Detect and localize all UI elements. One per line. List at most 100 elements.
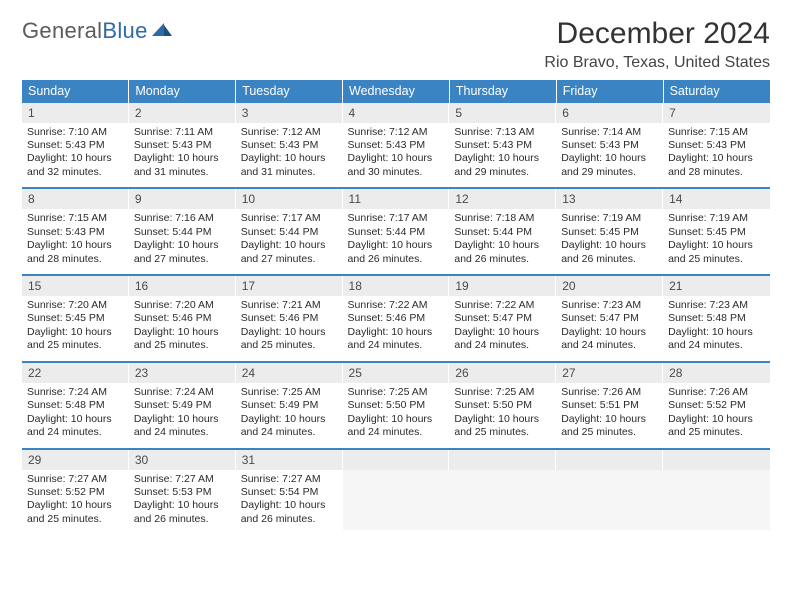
day-daylight1: Daylight: 10 hours	[134, 499, 231, 512]
day-body	[556, 470, 663, 530]
day-daylight1: Daylight: 10 hours	[454, 413, 551, 426]
brand-sail-icon	[151, 22, 173, 40]
calendar-header: SundayMondayTuesdayWednesdayThursdayFrid…	[22, 80, 770, 103]
day-daylight1: Daylight: 10 hours	[27, 499, 124, 512]
day-sunset: Sunset: 5:52 PM	[27, 486, 124, 499]
day-number: 30	[129, 450, 236, 470]
day-number: 12	[449, 189, 556, 209]
day-body	[663, 470, 770, 530]
day-number: 17	[236, 276, 343, 296]
day-number: 3	[236, 103, 343, 123]
day-body: Sunrise: 7:16 AMSunset: 5:44 PMDaylight:…	[129, 209, 236, 274]
day-daylight2: and 24 minutes.	[561, 339, 658, 352]
calendar-cell-empty	[449, 449, 556, 535]
calendar-cell: 12Sunrise: 7:18 AMSunset: 5:44 PMDayligh…	[449, 188, 556, 275]
day-sunrise: Sunrise: 7:21 AM	[241, 299, 338, 312]
day-number: 25	[343, 363, 450, 383]
day-sunrise: Sunrise: 7:15 AM	[27, 212, 124, 225]
calendar-week-row: 1Sunrise: 7:10 AMSunset: 5:43 PMDaylight…	[22, 103, 770, 189]
calendar-cell: 14Sunrise: 7:19 AMSunset: 5:45 PMDayligh…	[663, 188, 770, 275]
day-sunrise: Sunrise: 7:25 AM	[241, 386, 338, 399]
day-number: 15	[22, 276, 129, 296]
day-sunset: Sunset: 5:46 PM	[348, 312, 445, 325]
calendar-cell-empty	[343, 449, 450, 535]
header-row: GeneralBlue December 2024 Rio Bravo, Tex…	[22, 18, 770, 72]
day-daylight1: Daylight: 10 hours	[27, 326, 124, 339]
day-sunset: Sunset: 5:43 PM	[27, 139, 124, 152]
day-sunrise: Sunrise: 7:19 AM	[561, 212, 658, 225]
day-daylight1: Daylight: 10 hours	[561, 152, 658, 165]
day-number: 4	[343, 103, 450, 123]
day-daylight1: Daylight: 10 hours	[134, 326, 231, 339]
day-body: Sunrise: 7:14 AMSunset: 5:43 PMDaylight:…	[556, 123, 663, 188]
day-number: 27	[556, 363, 663, 383]
day-daylight2: and 25 minutes.	[561, 426, 658, 439]
day-body: Sunrise: 7:15 AMSunset: 5:43 PMDaylight:…	[22, 209, 129, 274]
calendar-cell: 5Sunrise: 7:13 AMSunset: 5:43 PMDaylight…	[449, 103, 556, 189]
day-sunrise: Sunrise: 7:26 AM	[668, 386, 765, 399]
calendar-cell: 26Sunrise: 7:25 AMSunset: 5:50 PMDayligh…	[449, 362, 556, 449]
day-body	[343, 470, 450, 530]
day-sunrise: Sunrise: 7:24 AM	[134, 386, 231, 399]
day-sunset: Sunset: 5:44 PM	[241, 226, 338, 239]
calendar-cell: 27Sunrise: 7:26 AMSunset: 5:51 PMDayligh…	[556, 362, 663, 449]
calendar-cell: 7Sunrise: 7:15 AMSunset: 5:43 PMDaylight…	[663, 103, 770, 189]
weekday-header: Tuesday	[236, 80, 343, 103]
day-body: Sunrise: 7:24 AMSunset: 5:48 PMDaylight:…	[22, 383, 129, 448]
calendar-cell-empty	[663, 449, 770, 535]
day-number	[663, 450, 770, 470]
calendar-week-row: 29Sunrise: 7:27 AMSunset: 5:52 PMDayligh…	[22, 449, 770, 535]
day-number: 21	[663, 276, 770, 296]
day-daylight1: Daylight: 10 hours	[561, 326, 658, 339]
calendar-cell: 24Sunrise: 7:25 AMSunset: 5:49 PMDayligh…	[236, 362, 343, 449]
day-sunset: Sunset: 5:44 PM	[134, 226, 231, 239]
weekday-header: Wednesday	[343, 80, 450, 103]
day-number: 6	[556, 103, 663, 123]
brand-text-2: Blue	[102, 18, 147, 44]
calendar-week-row: 22Sunrise: 7:24 AMSunset: 5:48 PMDayligh…	[22, 362, 770, 449]
day-sunrise: Sunrise: 7:20 AM	[134, 299, 231, 312]
day-daylight2: and 31 minutes.	[241, 166, 338, 179]
day-body	[449, 470, 556, 530]
day-daylight1: Daylight: 10 hours	[668, 326, 765, 339]
day-daylight2: and 28 minutes.	[668, 166, 765, 179]
title-block: December 2024 Rio Bravo, Texas, United S…	[544, 18, 770, 72]
calendar-cell-empty	[556, 449, 663, 535]
day-body: Sunrise: 7:12 AMSunset: 5:43 PMDaylight:…	[236, 123, 343, 188]
weekday-header: Thursday	[449, 80, 556, 103]
day-number: 22	[22, 363, 129, 383]
day-daylight2: and 24 minutes.	[241, 426, 338, 439]
calendar-cell: 10Sunrise: 7:17 AMSunset: 5:44 PMDayligh…	[236, 188, 343, 275]
calendar-page: GeneralBlue December 2024 Rio Bravo, Tex…	[0, 0, 792, 544]
day-body: Sunrise: 7:18 AMSunset: 5:44 PMDaylight:…	[449, 209, 556, 274]
calendar-table: SundayMondayTuesdayWednesdayThursdayFrid…	[22, 80, 770, 535]
day-daylight2: and 24 minutes.	[348, 339, 445, 352]
day-body: Sunrise: 7:10 AMSunset: 5:43 PMDaylight:…	[22, 123, 129, 188]
day-sunrise: Sunrise: 7:25 AM	[454, 386, 551, 399]
day-body: Sunrise: 7:15 AMSunset: 5:43 PMDaylight:…	[663, 123, 770, 188]
day-daylight1: Daylight: 10 hours	[454, 152, 551, 165]
day-number	[556, 450, 663, 470]
day-sunrise: Sunrise: 7:13 AM	[454, 126, 551, 139]
day-body: Sunrise: 7:26 AMSunset: 5:51 PMDaylight:…	[556, 383, 663, 448]
day-body: Sunrise: 7:20 AMSunset: 5:45 PMDaylight:…	[22, 296, 129, 361]
calendar-week-row: 8Sunrise: 7:15 AMSunset: 5:43 PMDaylight…	[22, 188, 770, 275]
day-daylight2: and 24 minutes.	[27, 426, 124, 439]
day-daylight2: and 32 minutes.	[27, 166, 124, 179]
day-daylight2: and 24 minutes.	[134, 426, 231, 439]
day-sunset: Sunset: 5:50 PM	[348, 399, 445, 412]
day-sunrise: Sunrise: 7:11 AM	[134, 126, 231, 139]
day-number: 7	[663, 103, 770, 123]
day-daylight1: Daylight: 10 hours	[561, 239, 658, 252]
day-sunset: Sunset: 5:45 PM	[668, 226, 765, 239]
day-daylight1: Daylight: 10 hours	[561, 413, 658, 426]
day-sunrise: Sunrise: 7:27 AM	[27, 473, 124, 486]
day-sunset: Sunset: 5:53 PM	[134, 486, 231, 499]
day-daylight2: and 27 minutes.	[241, 253, 338, 266]
day-body: Sunrise: 7:17 AMSunset: 5:44 PMDaylight:…	[343, 209, 450, 274]
day-number: 26	[449, 363, 556, 383]
calendar-cell: 23Sunrise: 7:24 AMSunset: 5:49 PMDayligh…	[129, 362, 236, 449]
day-sunset: Sunset: 5:44 PM	[348, 226, 445, 239]
day-daylight2: and 26 minutes.	[241, 513, 338, 526]
day-sunset: Sunset: 5:46 PM	[134, 312, 231, 325]
